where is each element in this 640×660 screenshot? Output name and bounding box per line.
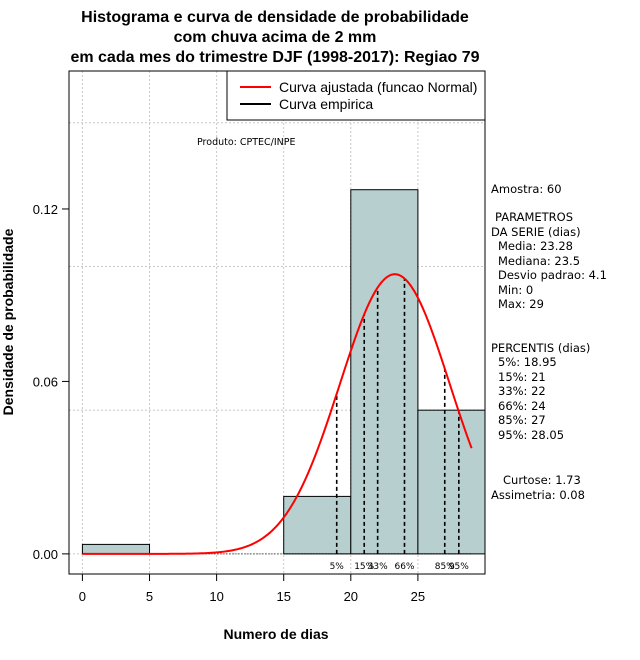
product-credit: Produto: CPTEC/INPE	[197, 137, 296, 148]
percentile-5: 5%: 18.95	[498, 355, 557, 369]
param-min: Min: 0	[498, 283, 533, 297]
y-tick-label: 0.00	[33, 547, 58, 562]
param-max: Max: 29	[498, 297, 544, 311]
legend: Curva ajustada (funcao Normal) Curva emp…	[226, 70, 486, 121]
percentile-label: 15%	[354, 562, 374, 572]
chart-title: Histograma e curva de densidade de proba…	[70, 9, 479, 66]
histogram-bar	[81, 543, 151, 555]
x-tick-label: 25	[411, 589, 425, 604]
x-axis: 0 5 10 15 20 25	[79, 573, 425, 604]
percentile-95: 95%: 28.05	[498, 428, 564, 442]
x-tick-label: 0	[79, 589, 86, 604]
legend-label-empirical: Curva empirica	[279, 96, 373, 112]
percentiles-title: PERCENTIS (dias)	[491, 341, 590, 355]
histogram-bars	[81, 189, 486, 555]
percentile-label: 85%	[435, 562, 455, 572]
title-line-3: em cada mes do trimestre DJF (1998-2017)…	[70, 49, 479, 66]
percentile-lines: 5% 15%33% 66% 85%95%	[330, 278, 469, 572]
y-axis-title: Densidade de probabilidade	[0, 228, 16, 415]
percentile-15: 15%: 21	[498, 370, 546, 384]
percentile-33: 33%: 22	[498, 384, 546, 398]
statistics-panel: Amostra: 60 PARAMETROS DA SERIE (dias) M…	[491, 182, 607, 502]
y-axis: 0.00 0.06 0.12	[33, 202, 70, 562]
percentile-label: 95%	[449, 562, 469, 572]
parameters-title: PARAMETROS	[495, 210, 573, 224]
kurtosis: Curtose: 1.73	[503, 473, 581, 487]
param-std-dev: Desvio padrao: 4.1	[498, 268, 607, 282]
title-line-2: com chuva acima de 2 mm	[174, 29, 377, 46]
x-tick-label: 15	[276, 589, 290, 604]
skewness: Assimetria: 0.08	[491, 488, 585, 502]
percentile-66: 66%: 24	[498, 399, 546, 413]
parameters-subtitle: DA SERIE (dias)	[491, 225, 581, 239]
sample-size: Amostra: 60	[491, 182, 562, 196]
fitted-normal-curve	[82, 273, 473, 555]
percentile-label: 66%	[394, 562, 414, 572]
histogram-bar	[417, 409, 486, 555]
param-mean: Media: 23.28	[498, 239, 573, 253]
percentile-label: 33%	[368, 562, 388, 572]
histogram-bar	[283, 495, 352, 555]
percentile-85: 85%: 27	[498, 413, 546, 427]
param-median: Mediana: 23.5	[498, 254, 580, 268]
title-line-1: Histograma e curva de densidade de proba…	[81, 9, 469, 26]
legend-label-fitted: Curva ajustada (funcao Normal)	[279, 79, 477, 95]
histogram-bar	[350, 189, 419, 555]
y-tick-label: 0.06	[33, 374, 58, 389]
legend-box	[226, 70, 486, 121]
x-axis-title: Numero de dias	[223, 626, 328, 642]
y-tick-label: 0.12	[33, 202, 58, 217]
x-tick-label: 5	[146, 589, 153, 604]
x-tick-label: 20	[344, 589, 358, 604]
x-tick-label: 10	[209, 589, 223, 604]
percentile-label: 5%	[330, 562, 345, 572]
